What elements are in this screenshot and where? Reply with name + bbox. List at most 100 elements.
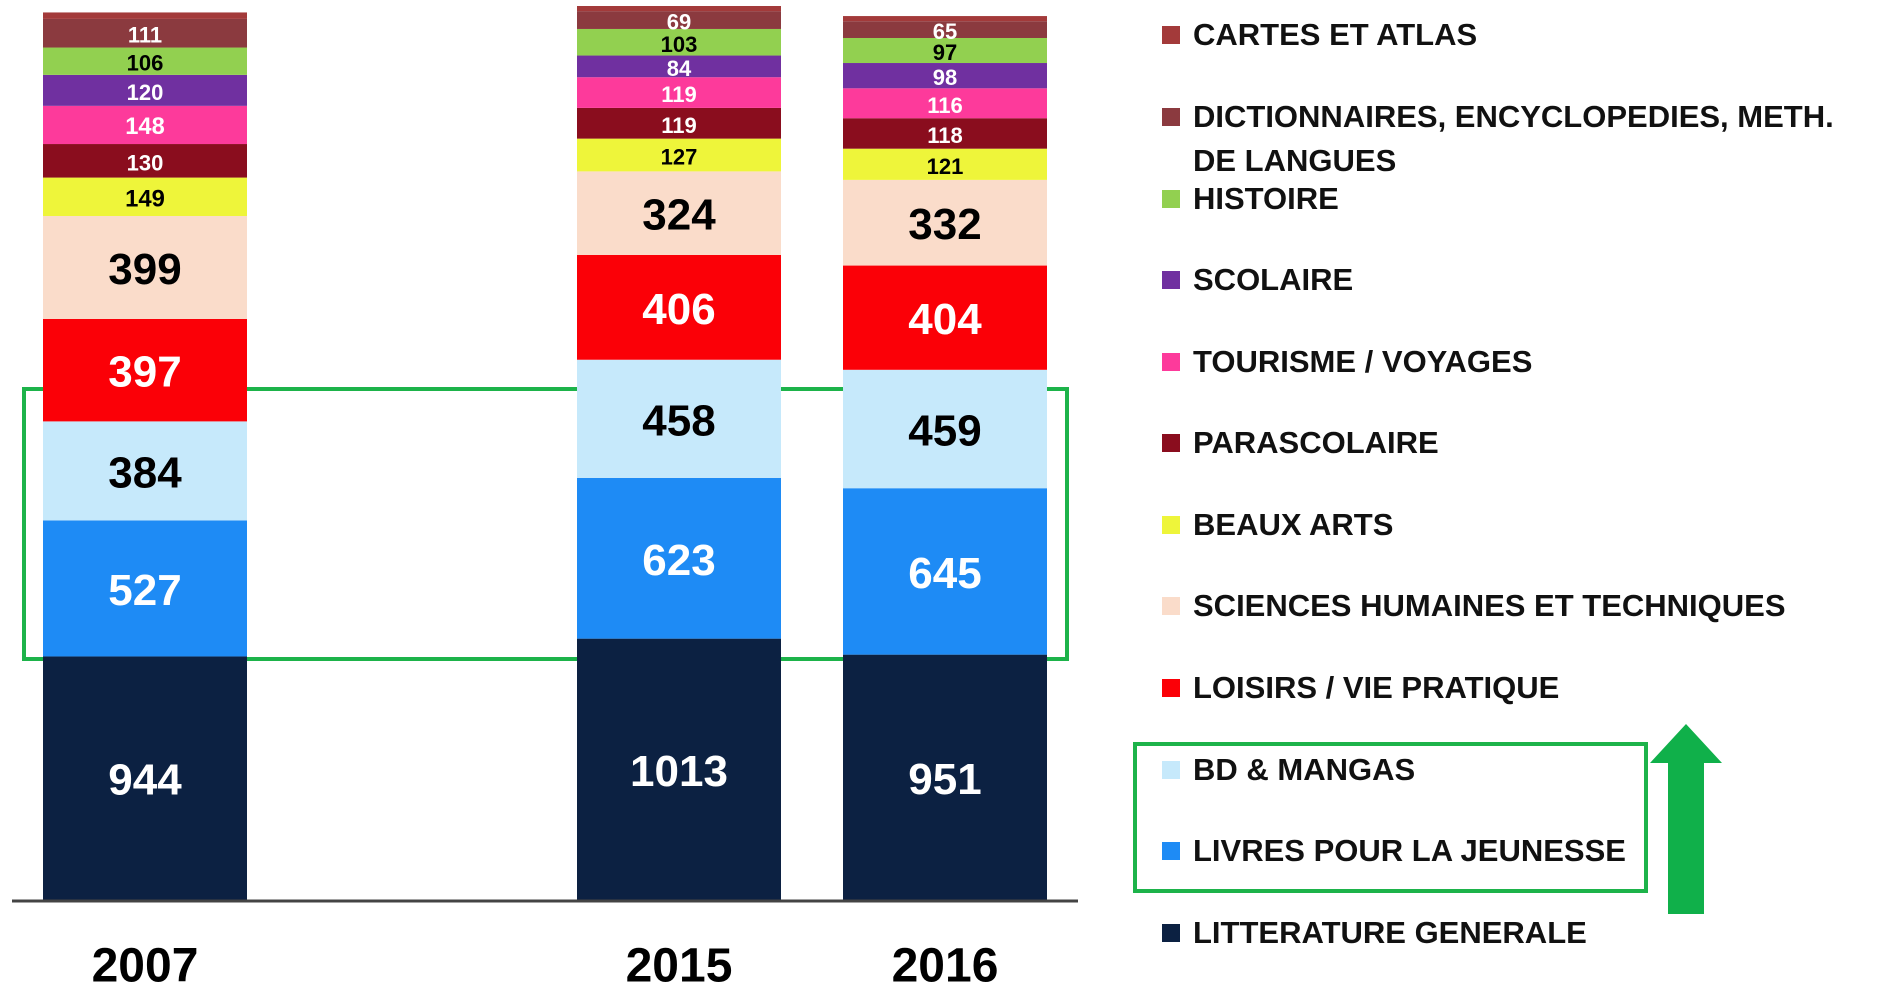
data-label: 119 bbox=[661, 82, 697, 107]
bar-segment bbox=[43, 656, 247, 900]
bar-segment bbox=[843, 179, 1047, 266]
bar-segment bbox=[843, 16, 1047, 22]
data-label: 623 bbox=[642, 536, 715, 585]
data-label: 69 bbox=[667, 10, 691, 35]
bar-segment bbox=[843, 88, 1047, 119]
x-tick-label: 2016 bbox=[892, 940, 999, 986]
legend-swatch bbox=[1162, 516, 1180, 534]
data-label: 118 bbox=[927, 123, 963, 148]
legend-label: DICTIONNAIRES, ENCYCLOPEDIES, METH. DE L… bbox=[1193, 99, 1834, 178]
legend-item: DICTIONNAIRES, ENCYCLOPEDIES, METH. DE L… bbox=[1162, 95, 1862, 183]
legend-label: SCOLAIRE bbox=[1193, 262, 1354, 297]
x-tick-label: 2007 bbox=[92, 940, 199, 986]
bar-segment bbox=[577, 138, 781, 172]
data-label: 120 bbox=[127, 80, 164, 105]
data-label: 65 bbox=[933, 19, 957, 44]
data-label: 111 bbox=[128, 23, 162, 48]
legend-label: BD & MANGAS bbox=[1193, 752, 1416, 787]
data-label: 324 bbox=[642, 191, 716, 240]
legend-label: TOURISME / VOYAGES bbox=[1193, 344, 1533, 379]
data-label: 332 bbox=[908, 200, 981, 249]
data-label: 1013 bbox=[630, 747, 728, 796]
data-label: 116 bbox=[927, 93, 963, 118]
bar-segment bbox=[577, 28, 781, 56]
data-label: 119 bbox=[661, 113, 697, 138]
legend-label: LIVRES POUR LA JEUNESSE bbox=[1193, 833, 1626, 868]
data-label: 103 bbox=[661, 32, 698, 57]
bar-segment bbox=[577, 11, 781, 29]
legend-item: LIVRES POUR LA JEUNESSE bbox=[1162, 829, 1862, 873]
data-label: 458 bbox=[642, 396, 715, 445]
data-label: 148 bbox=[125, 114, 164, 140]
bar-segment bbox=[843, 148, 1047, 180]
legend-swatch bbox=[1162, 679, 1180, 697]
legend-label: CARTES ET ATLAS bbox=[1193, 17, 1478, 52]
bar-segment bbox=[577, 477, 781, 639]
data-label: 127 bbox=[661, 145, 698, 170]
bar-segment bbox=[577, 638, 781, 900]
legend-label: LOISIRS / VIE PRATIQUE bbox=[1193, 670, 1560, 705]
data-label: 84 bbox=[667, 56, 692, 81]
legend-swatch bbox=[1162, 190, 1180, 208]
bar-segment bbox=[843, 118, 1047, 149]
bar-segment bbox=[577, 171, 781, 255]
data-label: 951 bbox=[908, 755, 981, 804]
bar-segment bbox=[43, 105, 247, 145]
legend-item: LITTERATURE GENERALE bbox=[1162, 911, 1862, 955]
bar-segment bbox=[577, 6, 781, 12]
legend-swatch bbox=[1162, 108, 1180, 126]
up-arrow bbox=[1650, 724, 1722, 914]
bar-segment bbox=[843, 37, 1047, 64]
legend-swatch bbox=[1162, 353, 1180, 371]
bar-segment bbox=[577, 107, 781, 139]
legend-swatch bbox=[1162, 597, 1180, 615]
legend-label: PARASCOLAIRE bbox=[1193, 425, 1439, 460]
bar-segment bbox=[843, 654, 1047, 900]
x-tick-label: 2015 bbox=[626, 940, 733, 986]
bar-segment bbox=[843, 265, 1047, 370]
legend-item: BEAUX ARTS bbox=[1162, 503, 1862, 547]
legend-item: HISTOIRE bbox=[1162, 177, 1862, 221]
legend-item: LOISIRS / VIE PRATIQUE bbox=[1162, 666, 1862, 710]
data-label: 406 bbox=[642, 285, 715, 334]
bar-segment bbox=[43, 177, 247, 217]
legend-swatch bbox=[1162, 271, 1180, 289]
bar-segment bbox=[43, 318, 247, 422]
data-label: 149 bbox=[125, 185, 165, 212]
data-label: 459 bbox=[908, 407, 981, 456]
legend-item: SCOLAIRE bbox=[1162, 258, 1862, 302]
bar-segment bbox=[843, 21, 1047, 38]
bar-segment bbox=[843, 63, 1047, 89]
legend-label: HISTOIRE bbox=[1193, 181, 1339, 216]
highlight-box bbox=[22, 387, 1069, 661]
data-label: 106 bbox=[127, 51, 164, 76]
data-label: 399 bbox=[108, 245, 181, 294]
bar-segment bbox=[577, 254, 781, 360]
legend-label: LITTERATURE GENERALE bbox=[1193, 915, 1587, 950]
bar-segment bbox=[43, 18, 247, 48]
bar-segment bbox=[43, 12, 247, 19]
data-label: 130 bbox=[127, 150, 164, 175]
bar-segment bbox=[843, 488, 1047, 655]
bar-segment bbox=[843, 369, 1047, 489]
legend-swatch bbox=[1162, 26, 1180, 44]
data-label: 404 bbox=[908, 295, 982, 344]
legend-swatch bbox=[1162, 924, 1180, 942]
bar-segment bbox=[43, 520, 247, 657]
data-label: 645 bbox=[908, 549, 981, 598]
bar-segment bbox=[43, 421, 247, 521]
legend-item: SCIENCES HUMAINES ET TECHNIQUES bbox=[1162, 584, 1862, 628]
data-label: 397 bbox=[108, 348, 181, 397]
bar-segment bbox=[43, 74, 247, 106]
legend-highlight-box bbox=[1133, 742, 1648, 893]
bar-segment bbox=[577, 77, 781, 108]
legend-swatch bbox=[1162, 434, 1180, 452]
data-label: 384 bbox=[108, 448, 182, 497]
legend-swatch bbox=[1162, 842, 1180, 860]
legend-item: PARASCOLAIRE bbox=[1162, 421, 1862, 465]
data-label: 527 bbox=[108, 566, 181, 615]
data-label: 97 bbox=[933, 40, 957, 65]
legend-item: TOURISME / VOYAGES bbox=[1162, 340, 1862, 384]
legend-item: BD & MANGAS bbox=[1162, 748, 1862, 792]
